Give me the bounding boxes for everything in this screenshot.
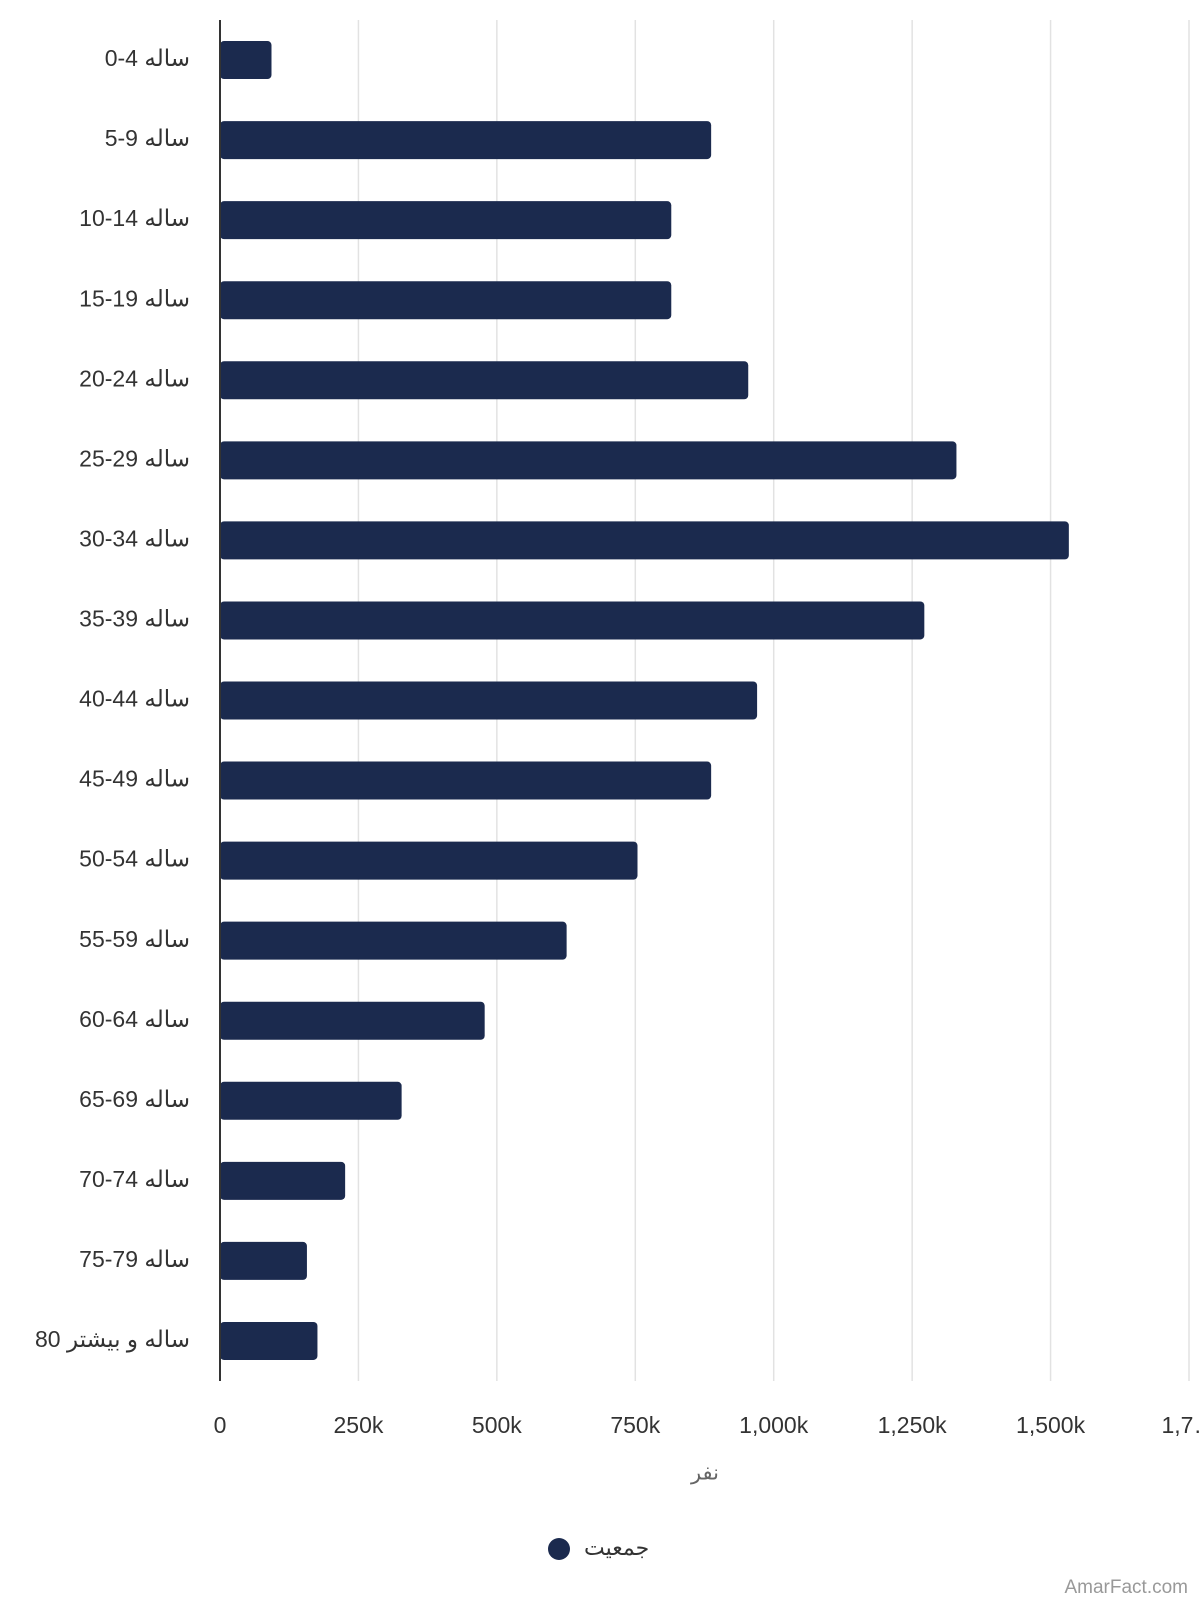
y-tick-label: 55-59 ساله	[79, 926, 190, 952]
y-tick-label: 65-69 ساله	[79, 1086, 190, 1112]
y-tick-label: 35-39 ساله	[79, 606, 190, 632]
watermark: AmarFact.com	[1064, 1577, 1188, 1598]
y-tick-label: 0-4 ساله	[105, 45, 190, 71]
x-tick-label: 750k	[610, 1412, 660, 1438]
y-tick-label: 45-49 ساله	[79, 766, 190, 792]
bar	[220, 281, 672, 320]
bar	[220, 121, 712, 160]
x-tick-label: 1,000k	[739, 1412, 809, 1438]
bar	[220, 1081, 402, 1120]
bar	[220, 761, 712, 800]
legend-marker	[548, 1538, 570, 1560]
bar	[220, 521, 1069, 560]
bar	[220, 681, 758, 720]
bar	[220, 201, 672, 240]
y-tick-label: 20-24 ساله	[79, 365, 190, 391]
bar	[220, 601, 925, 640]
x-tick-label: 1,250k	[878, 1412, 948, 1438]
y-tick-label: 25-29 ساله	[79, 445, 190, 471]
legend-label: جمعیت	[584, 1535, 649, 1560]
y-tick-label: 50-54 ساله	[79, 846, 190, 872]
y-tick-label: 30-34 ساله	[79, 525, 190, 551]
x-tick-label: 1,500k	[1016, 1412, 1086, 1438]
y-tick-label: 70-74 ساله	[79, 1166, 190, 1192]
x-tick-label: 1,7…	[1162, 1412, 1200, 1438]
bar	[220, 441, 957, 480]
bar	[220, 1241, 307, 1280]
x-tick-label: 0	[214, 1412, 227, 1438]
bar	[220, 1001, 485, 1040]
y-tick-label: 40-44 ساله	[79, 686, 190, 712]
x-axis-label: نفر	[690, 1462, 719, 1485]
bar	[220, 361, 749, 400]
y-tick-label: 60-64 ساله	[79, 1006, 190, 1032]
y-tick-label: 15-19 ساله	[79, 285, 190, 311]
y-tick-label: 5-9 ساله	[105, 125, 190, 151]
bar	[220, 1321, 318, 1360]
bar	[220, 41, 272, 80]
bar	[220, 921, 567, 960]
bar	[220, 841, 638, 880]
x-tick-label: 250k	[333, 1412, 383, 1438]
y-tick-label: 75-79 ساله	[79, 1246, 190, 1272]
x-tick-label: 500k	[472, 1412, 522, 1438]
y-tick-label: 80 ساله و بیشتر	[35, 1326, 190, 1353]
y-tick-label: 10-14 ساله	[79, 205, 190, 231]
bar	[220, 1161, 346, 1200]
